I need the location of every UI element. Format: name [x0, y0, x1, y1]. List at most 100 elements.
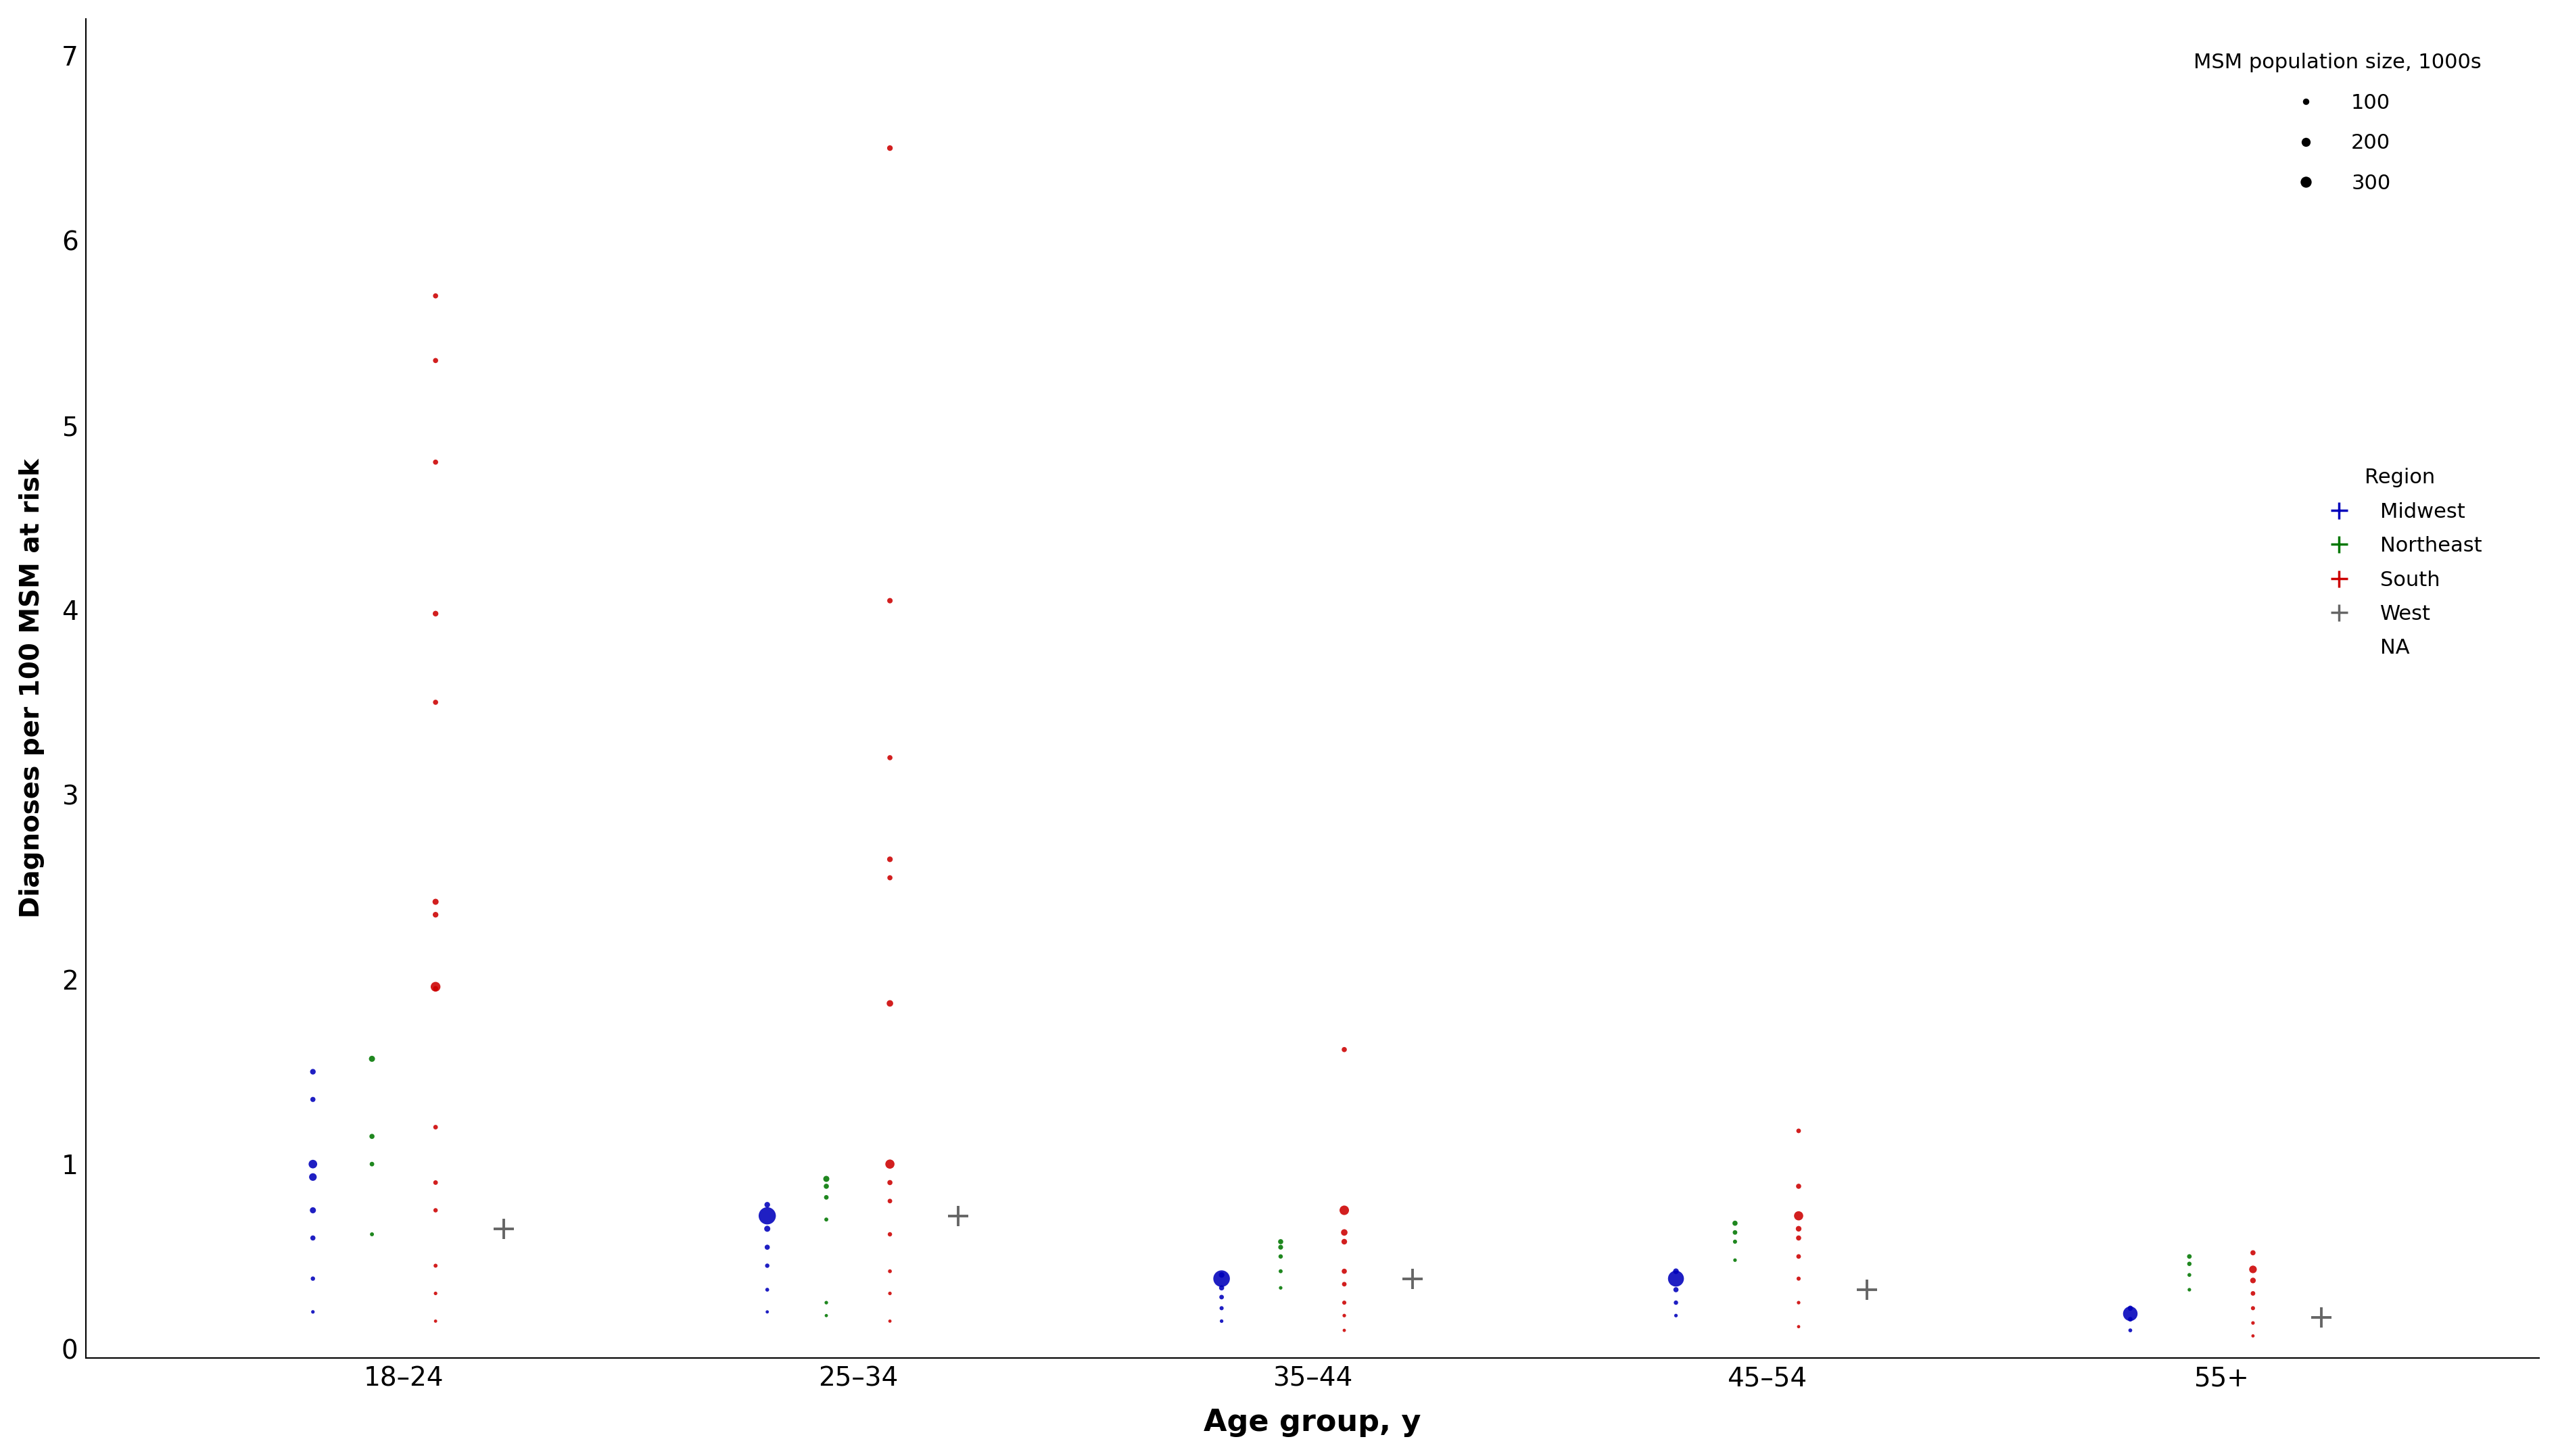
Point: [1261, 1277, 1302, 1300]
Point: [1778, 1245, 1819, 1268]
Point: [1325, 1319, 1366, 1342]
Point: [414, 601, 455, 625]
Point: [292, 1226, 333, 1249]
Point: [870, 137, 911, 160]
Point: [414, 1171, 455, 1194]
Point: [2233, 1281, 2274, 1305]
Point: [1655, 1267, 1696, 1290]
Point: [1714, 1220, 1755, 1243]
Point: [2233, 1268, 2274, 1291]
Point: [1325, 1220, 1366, 1243]
Point: [414, 976, 455, 999]
Point: [870, 1153, 911, 1176]
Point: [870, 1223, 911, 1246]
Point: [870, 1190, 911, 1213]
Point: [414, 349, 455, 373]
Point: [1202, 1264, 1243, 1287]
Point: [747, 1254, 788, 1277]
Point: [350, 1223, 391, 1246]
Point: [870, 590, 911, 613]
Point: [1202, 1309, 1243, 1332]
Point: [1325, 1273, 1366, 1296]
Point: [1778, 1226, 1819, 1249]
Point: [292, 1267, 333, 1290]
Point: [1261, 1245, 1302, 1268]
Point: [870, 1281, 911, 1305]
Point: [870, 992, 911, 1015]
Point: [350, 1124, 391, 1147]
Point: [1655, 1259, 1696, 1283]
Point: [747, 1236, 788, 1259]
Point: [806, 1291, 847, 1315]
Point: [1778, 1315, 1819, 1338]
Point: [414, 1281, 455, 1305]
Point: [2110, 1302, 2151, 1325]
Point: [1202, 1267, 1243, 1290]
Point: [1778, 1267, 1819, 1290]
Point: [2233, 1312, 2274, 1335]
Point: [2233, 1296, 2274, 1319]
Point: [747, 1217, 788, 1241]
Point: [747, 1300, 788, 1324]
Legend: Midwest, Northeast, South, West, NA: Midwest, Northeast, South, West, NA: [2307, 457, 2491, 668]
Point: [1778, 1291, 1819, 1315]
Point: [292, 1153, 333, 1176]
Point: [1655, 1278, 1696, 1302]
Point: [1714, 1211, 1755, 1235]
Point: [292, 1198, 333, 1222]
Point: [414, 1198, 455, 1222]
Point: [414, 1309, 455, 1332]
Point: [1325, 1230, 1366, 1254]
Point: [747, 1278, 788, 1302]
Point: [870, 847, 911, 871]
Point: [1778, 1204, 1819, 1227]
Point: [806, 1185, 847, 1208]
Point: [1261, 1230, 1302, 1254]
Point: [2169, 1278, 2210, 1302]
Point: [747, 1192, 788, 1216]
X-axis label: Age group, y: Age group, y: [1205, 1408, 1422, 1437]
Point: [350, 1047, 391, 1070]
Point: [2169, 1264, 2210, 1287]
Point: [806, 1208, 847, 1232]
Point: [414, 450, 455, 473]
Point: [1325, 1291, 1366, 1315]
Point: [1325, 1259, 1366, 1283]
Point: [1714, 1230, 1755, 1254]
Point: [414, 284, 455, 307]
Point: [2169, 1252, 2210, 1275]
Point: [870, 1309, 911, 1332]
Point: [806, 1305, 847, 1328]
Point: [292, 1060, 333, 1083]
Y-axis label: Diagnoses per 100 MSM at risk: Diagnoses per 100 MSM at risk: [18, 459, 43, 919]
Point: [1655, 1291, 1696, 1315]
Point: [1202, 1277, 1243, 1300]
Point: [2110, 1296, 2151, 1319]
Point: [870, 745, 911, 769]
Point: [2233, 1325, 2274, 1348]
Point: [1778, 1217, 1819, 1241]
Point: [1261, 1259, 1302, 1283]
Point: [2233, 1258, 2274, 1281]
Point: [414, 1254, 455, 1277]
Point: [1655, 1305, 1696, 1328]
Point: [2233, 1241, 2274, 1264]
Point: [1261, 1236, 1302, 1259]
Point: [414, 690, 455, 713]
Point: [1325, 1198, 1366, 1222]
Point: [292, 1088, 333, 1111]
Point: [350, 1153, 391, 1176]
Point: [1778, 1120, 1819, 1143]
Point: [2110, 1307, 2151, 1331]
Point: [1325, 1038, 1366, 1061]
Point: [1778, 1175, 1819, 1198]
Point: [870, 1171, 911, 1194]
Point: [1202, 1286, 1243, 1309]
Point: [806, 1168, 847, 1191]
Point: [2110, 1319, 2151, 1342]
Point: [747, 1204, 788, 1227]
Point: [1202, 1296, 1243, 1319]
Point: [1714, 1248, 1755, 1271]
Point: [414, 890, 455, 913]
Point: [870, 866, 911, 890]
